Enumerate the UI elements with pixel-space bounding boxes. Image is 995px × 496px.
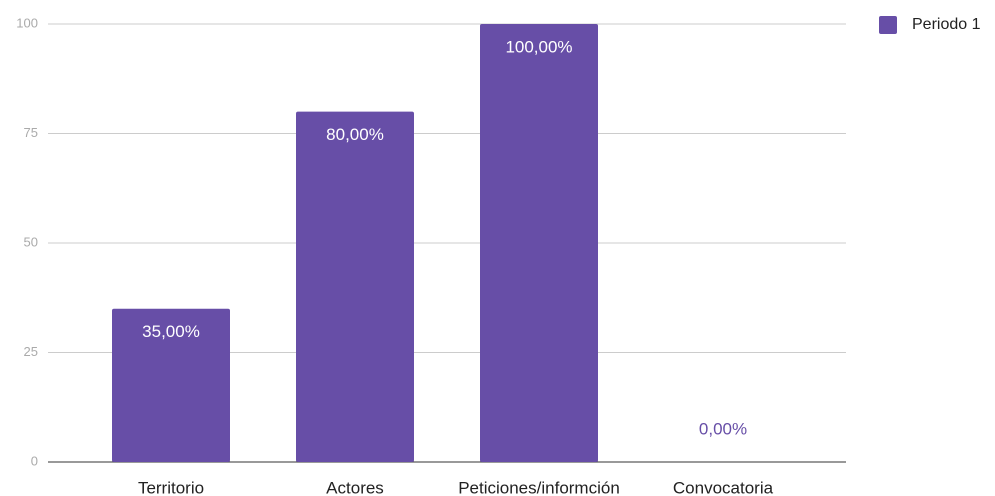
bar [296,111,414,462]
y-tick-label: 50 [24,234,38,249]
bar [480,24,598,462]
data-label: 80,00% [326,125,384,144]
legend-swatch [879,16,897,34]
data-label: 0,00% [699,419,747,438]
legend-label: Periodo 1 [912,16,981,33]
data-label: 100,00% [505,37,572,56]
x-tick-label: Actores [326,478,384,496]
x-tick-label: Territorio [138,478,204,496]
y-tick-label: 0 [31,453,38,468]
y-tick-label: 25 [24,344,38,359]
bar [112,308,230,462]
x-tick-label: Convocatoria [673,478,774,496]
x-tick-label: Peticiones/informción [458,478,620,496]
y-tick-label: 100 [16,15,38,30]
data-label: 35,00% [142,322,200,341]
y-tick-label: 75 [24,125,38,140]
